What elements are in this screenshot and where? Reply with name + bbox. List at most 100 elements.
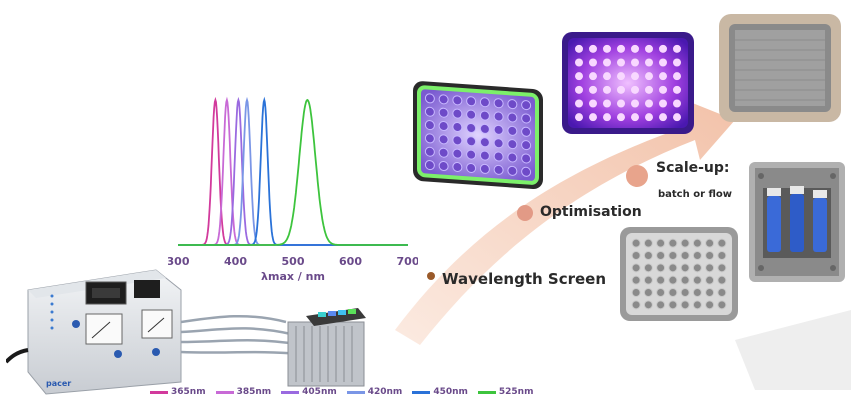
well [645, 72, 653, 81]
well [452, 161, 463, 173]
well [617, 85, 625, 94]
legend-swatch [477, 390, 496, 394]
well [656, 300, 666, 310]
well [680, 251, 690, 260]
well [589, 44, 597, 53]
well [631, 72, 639, 81]
well [656, 238, 666, 248]
well [507, 112, 518, 123]
spectrum-line-525nm [178, 98, 408, 246]
well [717, 263, 727, 273]
well [680, 263, 690, 273]
well [479, 150, 490, 161]
well [705, 275, 715, 285]
legend-label: 450nm [433, 387, 468, 397]
well [589, 99, 597, 108]
well [705, 238, 715, 248]
well [668, 238, 678, 248]
well [589, 85, 597, 94]
well [603, 99, 611, 108]
legend-item: 405nm [281, 387, 337, 397]
well [680, 275, 690, 285]
plate-image-metal [620, 227, 738, 321]
well [717, 238, 727, 248]
well [424, 106, 435, 117]
well [631, 58, 639, 67]
well [705, 300, 715, 310]
legend-label: 525nm [498, 387, 534, 397]
well [692, 300, 702, 310]
legend-item: 365nm [150, 387, 206, 397]
photoreactor-device-image: pacer [6, 269, 366, 395]
legend-item: 525nm [477, 387, 534, 397]
well [631, 251, 641, 260]
well [631, 275, 641, 285]
well [673, 72, 681, 81]
well [659, 113, 667, 122]
well [521, 100, 532, 111]
well [424, 133, 435, 144]
well [603, 72, 611, 81]
spectrum-legend: 365nm 385nm 405nm 420nm 450nm 525nm [150, 385, 533, 399]
well [466, 162, 477, 173]
well [631, 113, 639, 122]
well [631, 263, 641, 273]
well [692, 275, 702, 285]
well [617, 58, 625, 67]
step-label-scaleup-title: Scale-up: [656, 160, 730, 176]
well [521, 153, 532, 164]
well [656, 288, 666, 297]
well [643, 300, 653, 310]
well [645, 99, 653, 108]
well [452, 121, 463, 133]
legend-label: 420nm [367, 387, 403, 397]
well [659, 99, 667, 108]
well [643, 238, 653, 248]
well [692, 263, 702, 273]
well [617, 44, 625, 53]
well [603, 44, 611, 53]
well [479, 137, 490, 148]
well [438, 161, 449, 172]
well [631, 288, 641, 297]
well [493, 151, 504, 162]
well [617, 99, 625, 108]
well [717, 300, 727, 310]
well [668, 275, 678, 285]
step-dot-wavelength [427, 272, 435, 280]
well [507, 125, 518, 136]
well [659, 72, 667, 81]
legend-swatch [281, 390, 300, 394]
well [589, 72, 597, 81]
well [673, 44, 681, 53]
well [645, 113, 653, 122]
well [521, 126, 532, 137]
well [717, 288, 727, 297]
well [452, 148, 463, 159]
well [521, 140, 532, 151]
x-axis-label: λmax / nm [261, 270, 325, 282]
well [680, 288, 690, 297]
well [656, 251, 666, 260]
plate-image-wavelength [413, 81, 543, 189]
well [659, 44, 667, 53]
x-tick-label: 700 [397, 255, 418, 268]
legend-item: 420nm [346, 387, 403, 397]
well [589, 113, 597, 122]
well [643, 251, 653, 260]
scaleup-vials-image [749, 162, 845, 282]
well [673, 58, 681, 67]
well [438, 107, 449, 118]
well [603, 58, 611, 67]
well [656, 275, 666, 285]
well [493, 124, 504, 135]
reflection-shadow [735, 310, 851, 390]
spectrum-line-365nm [178, 96, 408, 246]
well [617, 113, 625, 122]
well [673, 99, 681, 108]
legend-label: 385nm [236, 387, 272, 397]
well [452, 95, 463, 106]
x-tick-label: 300 [168, 255, 190, 268]
well [466, 109, 477, 120]
